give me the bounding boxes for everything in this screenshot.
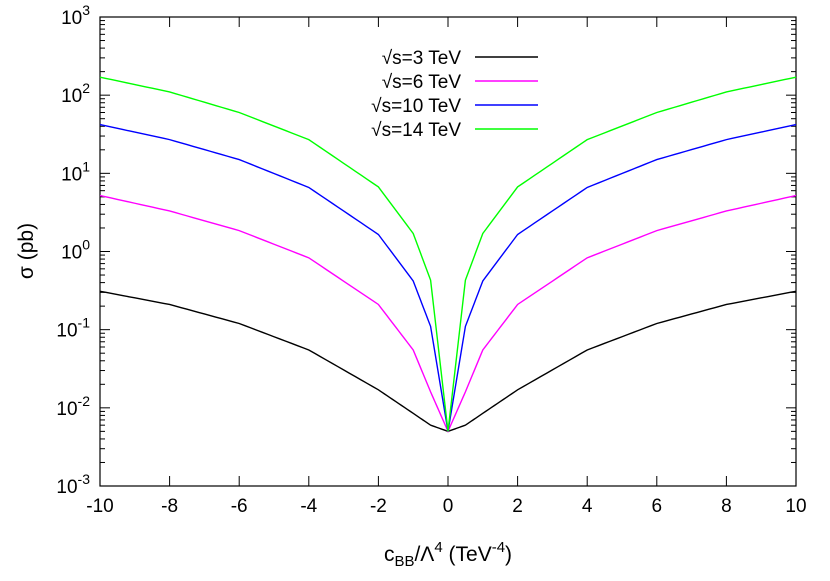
y-tick-label: 102 xyxy=(61,80,90,107)
legend-label: √s=14 TeV xyxy=(371,120,461,141)
legend-label: √s=3 TeV xyxy=(382,48,462,69)
x-tick-label: 10 xyxy=(785,496,806,517)
y-axis-title: σ (pb) xyxy=(15,223,38,279)
series-line xyxy=(99,76,797,432)
y-tick-label: 10-1 xyxy=(56,315,90,342)
x-tick-labels: -10 -8 -6 -4 -2 0 2 4 6 8 10 xyxy=(86,496,806,517)
legend-label: √s=6 TeV xyxy=(382,72,462,93)
x-tick-label: -8 xyxy=(161,496,178,517)
x-axis-title-tail: (TeV xyxy=(443,543,492,566)
x-tick-label: -10 xyxy=(86,496,113,517)
tick-marks xyxy=(99,16,797,487)
x-tick-label: 0 xyxy=(443,496,454,517)
series-lines xyxy=(99,76,797,434)
x-axis-title-tail-sup: -4 xyxy=(492,539,505,556)
x-axis-title-sup: 4 xyxy=(434,539,442,556)
x-axis-title-sub: BB xyxy=(394,553,414,570)
legend: √s=3 TeV √s=6 TeV √s=10 TeV √s=14 TeV xyxy=(371,48,538,141)
x-tick-label: 2 xyxy=(512,496,523,517)
x-axis-title: cBB/Λ4 (TeV-4) xyxy=(384,539,512,570)
y-tick-labels: 10-3 10-2 10-1 100 101 102 103 xyxy=(56,2,90,498)
series-line xyxy=(99,123,797,432)
x-tick-label: -4 xyxy=(300,496,317,517)
y-tick-label: 101 xyxy=(61,158,90,185)
y-tick-label: 10-3 xyxy=(56,471,90,498)
x-tick-label: 4 xyxy=(582,496,593,517)
x-tick-label: -2 xyxy=(370,496,387,517)
legend-label: √s=10 TeV xyxy=(371,96,461,117)
x-tick-label: 6 xyxy=(652,496,663,517)
y-tick-label: 100 xyxy=(61,237,90,264)
series-line xyxy=(99,290,797,433)
x-axis-title-main: c xyxy=(384,543,395,566)
x-tick-label: -6 xyxy=(231,496,248,517)
y-tick-label: 10-2 xyxy=(56,393,90,420)
x-axis-title-mid: /Λ xyxy=(414,543,434,566)
x-axis-title-end: ) xyxy=(505,543,512,566)
x-tick-label: 8 xyxy=(721,496,732,517)
y-tick-label: 103 xyxy=(61,2,90,29)
